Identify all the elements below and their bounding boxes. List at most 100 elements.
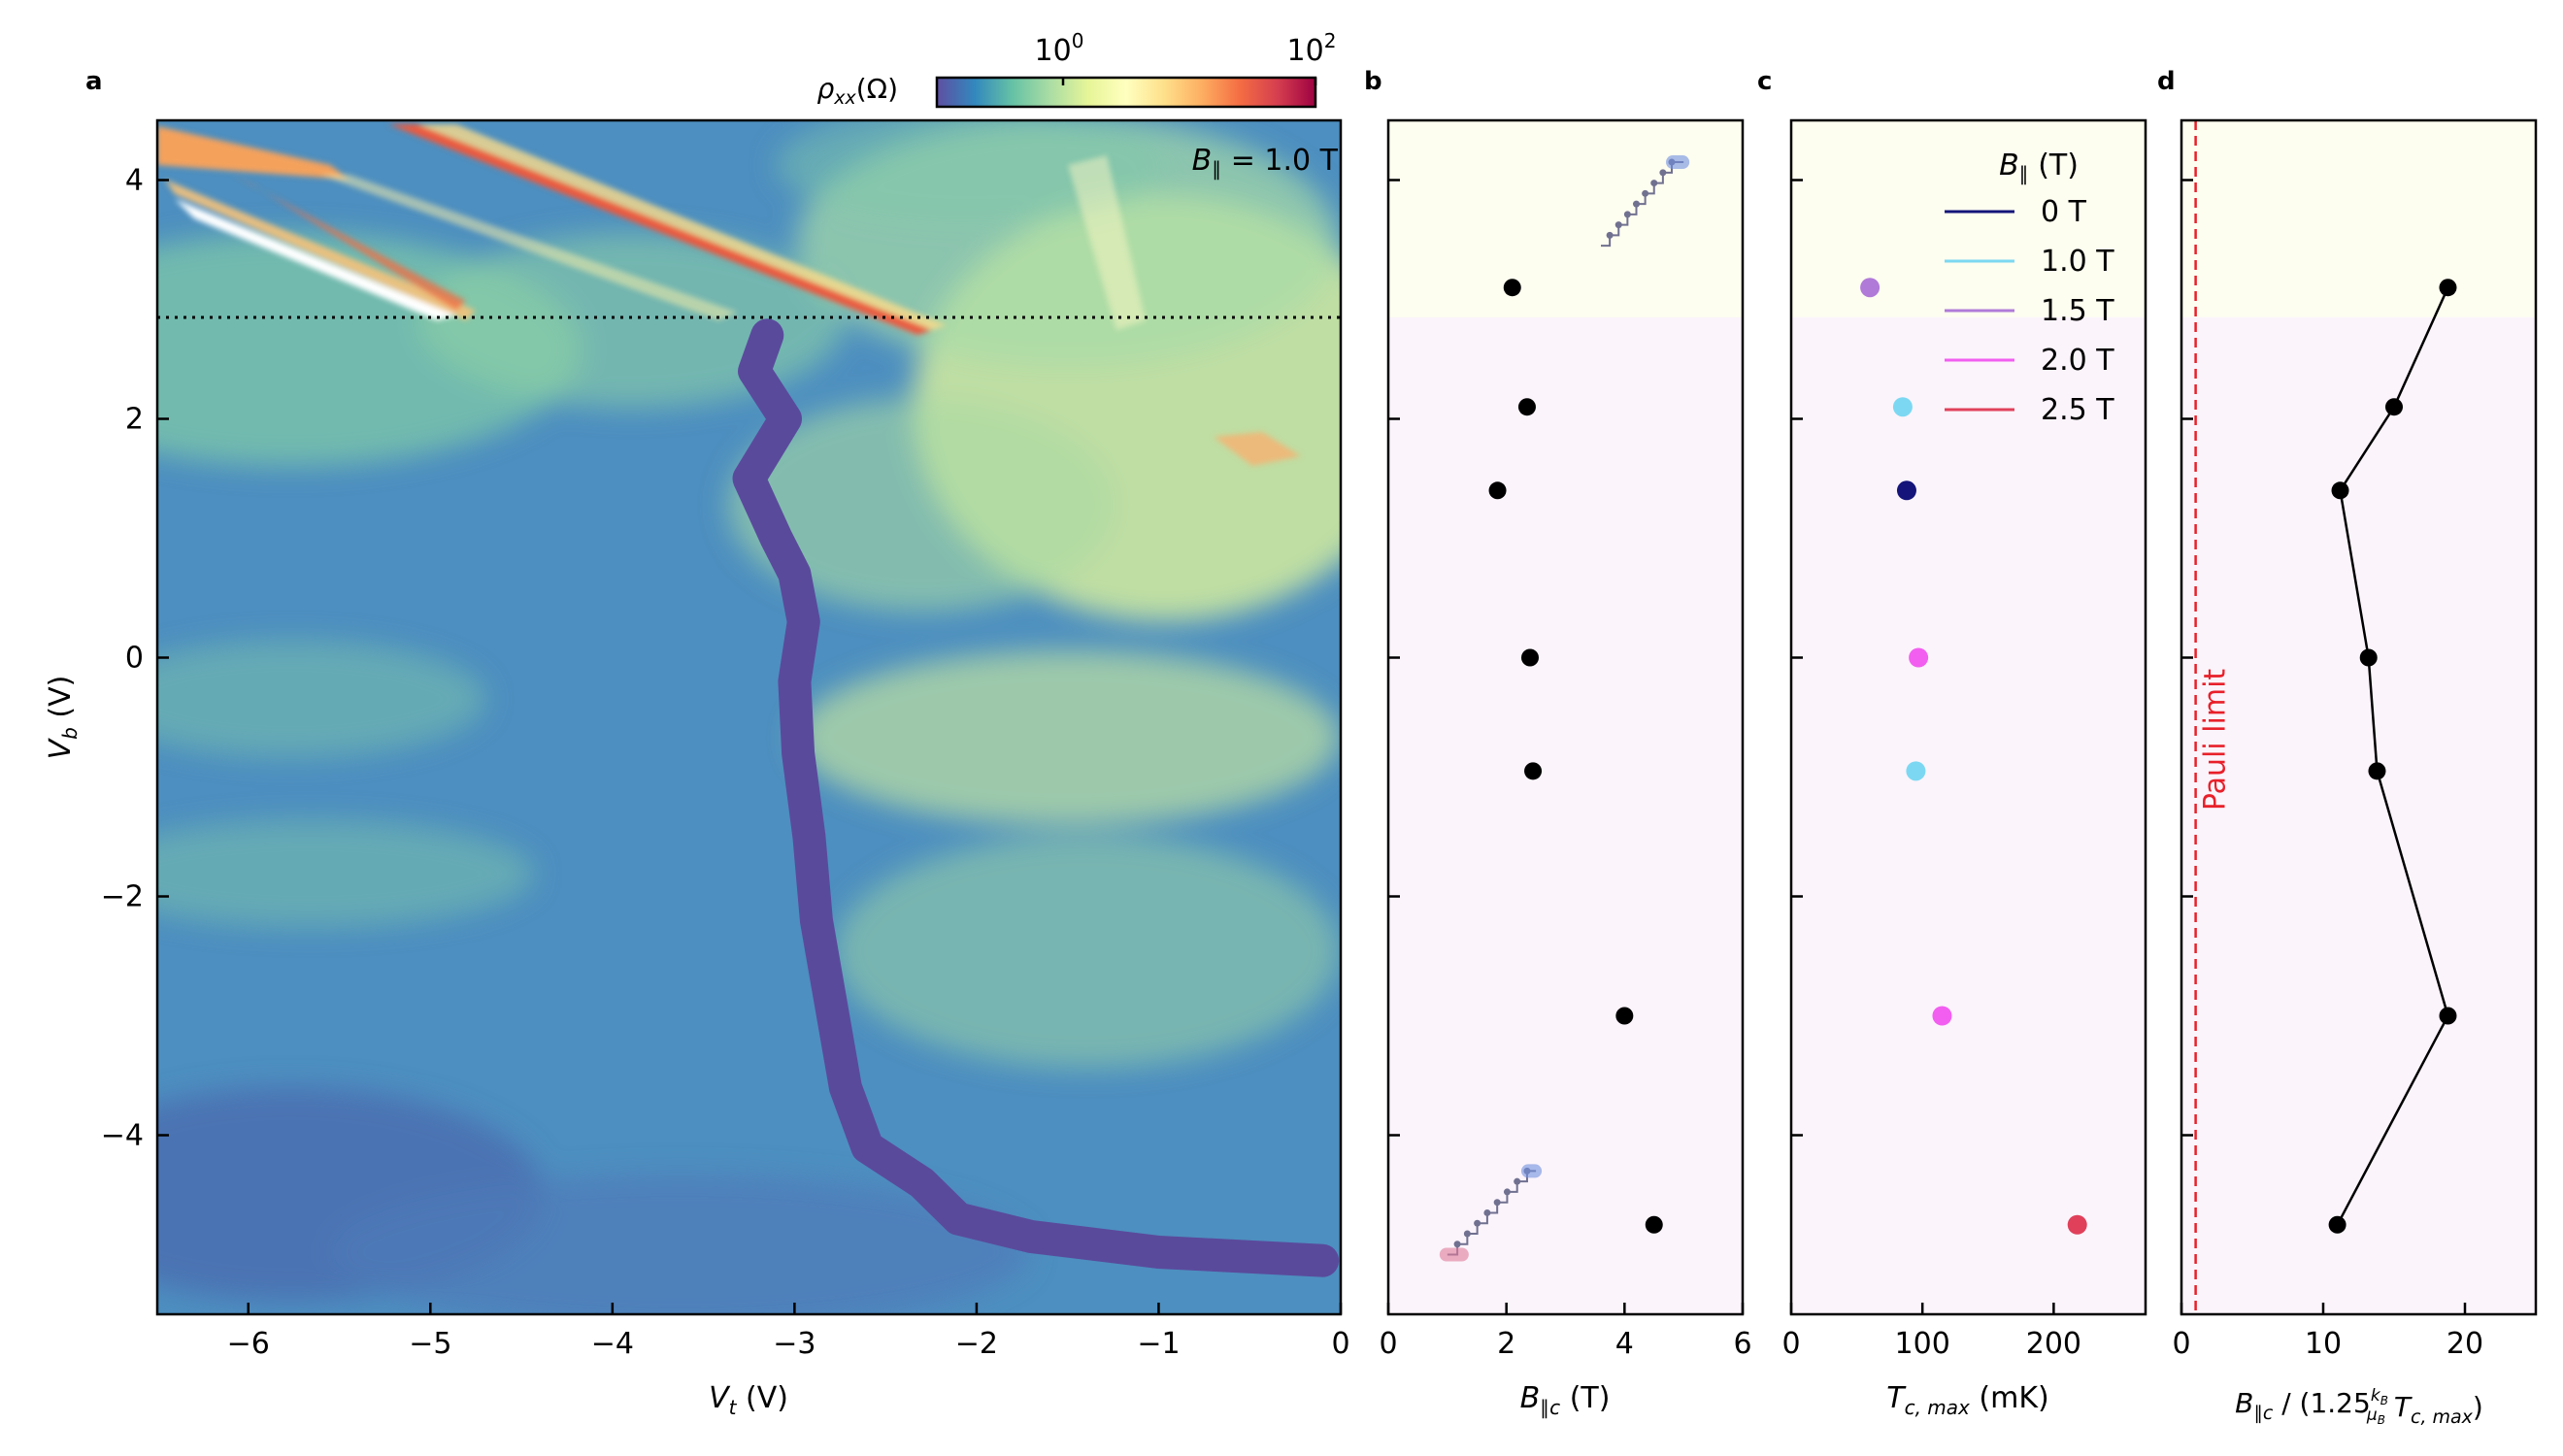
panel-d-shading [2181,120,2536,1315]
data-point [2368,762,2386,780]
y-tick-label: 4 [125,164,144,198]
panel-b-xlabel: B∥c (T) [1520,1381,1611,1419]
superconducting-channel [732,318,1340,1277]
panel-c-xlabel: Tc, max (mK) [1886,1381,2048,1419]
legend: B∥ (T) 0 T 1.0 T 1.5 T 2.0 T 2.5 T [1945,149,2114,427]
panel-label-c: c [1757,67,1772,96]
legend-entry: 2.5 T [2041,393,2114,427]
x-tick-label: 6 [1733,1327,1751,1361]
panel-d-axes: 0 10 20 [2172,179,2483,1361]
y-tick-label: 2 [125,403,144,437]
data-point [1906,761,1926,781]
colorbar: ρxx(Ω) 100 102 [816,29,1336,109]
legend-entry: 0 T [2041,195,2087,229]
colorbar-label: ρxx(Ω) [816,73,898,109]
data-point [1517,398,1536,416]
inset-start-highlight [1439,1247,1469,1262]
x-tick-label: −1 [1137,1327,1180,1361]
shading-upper [1388,120,1743,317]
x-tick-label: −3 [773,1327,816,1361]
panel-b: 0 2 4 6 B∥c (T) [1379,118,1752,1419]
data-point [1503,279,1521,297]
inset-highlight [1666,155,1690,170]
x-tick-label: 200 [2026,1327,2081,1361]
data-point [1860,278,1881,298]
data-point [2331,481,2349,500]
x-tick-label: 10 [2305,1327,2342,1361]
shading-lower [1388,316,1743,1315]
shading-lower [1791,316,2146,1315]
data-point [2067,1214,2087,1235]
y-tick-label: 0 [125,642,144,676]
panel-label-b: b [1364,67,1382,96]
colorbar-tick-label: 100 [1035,29,1084,68]
x-tick-label: −4 [591,1327,634,1361]
panel-b-points [1488,279,1663,1234]
panel-d-points [2328,279,2457,1234]
x-tick-label: 0 [1331,1327,1349,1361]
heatmap-image [157,120,1341,1314]
x-tick-label: 100 [1895,1327,1950,1361]
x-tick-label: 20 [2446,1327,2483,1361]
panel-a: B∥ = 1.0 T −6 −5 −4 −3 −2 −1 0 −4 −2 0 2 4 Vt (V) V… [44,118,1350,1419]
x-tick-label: 0 [1781,1327,1800,1361]
shading-lower [2181,316,2536,1315]
data-point [1521,648,1539,667]
panel-a-axes: −6 −5 −4 −3 −2 −1 0 −4 −2 0 2 4 [101,164,1350,1362]
panel-c-frame [1789,118,2147,1316]
data-point [1896,480,1916,501]
x-tick-label: 0 [1379,1327,1397,1361]
pauli-limit-label: Pauli limit [2199,669,2233,811]
legend-entry: 2.0 T [2041,344,2114,378]
panel-d-frame [2180,118,2538,1316]
shading-upper [2181,120,2536,317]
legend-entry: 1.5 T [2041,294,2114,328]
field-annotation: B∥ = 1.0 T [1192,144,1339,181]
inset-line [1601,161,1684,248]
x-tick-label: 0 [2172,1327,2190,1361]
colorbar-gradient [935,76,1317,109]
colorbar-tick-label: 102 [1287,29,1337,68]
data-point [2439,279,2457,297]
panel-b-axes: 0 2 4 6 [1379,179,1752,1361]
y-tick-label: −2 [101,880,144,914]
data-point [1909,647,1929,668]
x-tick-label: 4 [1615,1327,1634,1361]
panel-c-shading [1791,120,2146,1315]
data-point [1932,1006,1952,1026]
panel-a-ylabel: Vb (V) [44,676,82,760]
legend-entry: 1.0 T [2041,245,2114,279]
panel-b-frame [1386,118,1745,1316]
panel-c-points [1860,278,2087,1235]
inset-trace [1601,155,1690,248]
colorbar-ticks: 100 102 [1035,29,1337,85]
y-tick-label: −4 [101,1119,144,1153]
panel-a-frame [155,118,1343,1316]
panel-label-a: a [85,67,103,96]
panel-c: 0 100 200 B∥ (T) 0 T 1.0 T 1.5 T 2.0 T 2.5 T T… [1781,118,2147,1419]
inset-line [1447,1170,1537,1256]
x-tick-label: −2 [955,1327,998,1361]
legend-title: B∥ (T) [1999,149,2079,185]
data-point [2359,648,2378,667]
data-point [2439,1007,2457,1025]
panel-a-xlabel: Vt (V) [709,1381,788,1419]
shading-upper [1791,120,2146,317]
data-point [1524,762,1543,780]
data-point [1892,397,1913,417]
panel-c-axes: 0 100 200 [1781,179,2081,1361]
panel-b-shading [1388,120,1743,1315]
x-tick-label: −5 [409,1327,451,1361]
panel-b-insets [1439,155,1690,1262]
data-point [1615,1007,1634,1025]
x-tick-label: −6 [227,1327,270,1361]
data-point [1645,1215,1663,1234]
panel-label-d: d [2157,67,2176,96]
panel-d-xlabel: B∥c / (1.25kB μB Tc, max) [2235,1386,2483,1428]
inset-trace [1439,1164,1543,1262]
data-point [2328,1215,2347,1234]
data-point [2385,398,2403,416]
inset-highlight [1520,1164,1543,1178]
x-tick-label: 2 [1497,1327,1515,1361]
